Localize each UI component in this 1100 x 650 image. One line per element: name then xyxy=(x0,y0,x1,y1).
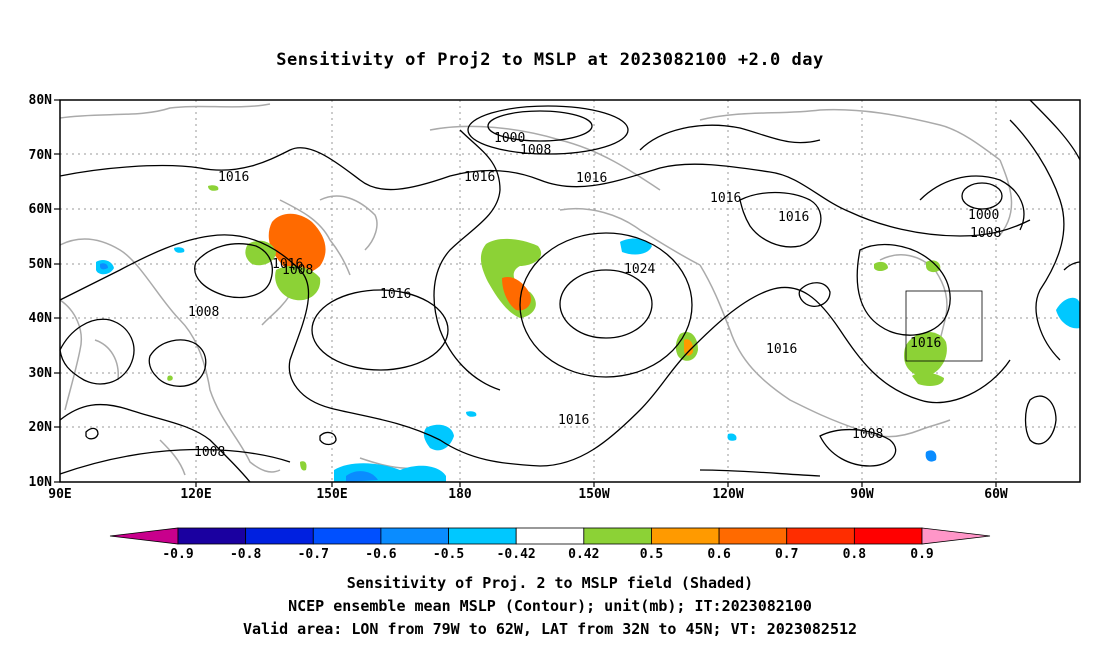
shade-positive xyxy=(245,240,276,266)
colorbar-tick-label: -0.5 xyxy=(433,547,464,562)
colorbar-cell xyxy=(853,527,923,545)
shade-negative xyxy=(727,433,737,441)
shade-negative xyxy=(620,238,652,255)
colorbar-cell xyxy=(245,527,314,545)
shade-positive xyxy=(684,339,694,356)
colorbar-arrow-low xyxy=(109,527,179,545)
contour-label: 1008 xyxy=(188,305,219,320)
shade-negative xyxy=(346,471,378,482)
lat-tick-label: 30N xyxy=(29,366,53,381)
colorbar-cell xyxy=(786,527,855,545)
contour-label: 1008 xyxy=(970,226,1001,241)
colorbar-labels: -0.9 -0.8 -0.7 -0.6 -0.5 -0.42 0.42 0.5 0.6 0.7 0.… xyxy=(162,547,933,562)
lon-tick-label: 180 xyxy=(448,487,472,502)
colorbar-cell xyxy=(177,527,247,545)
coastlines xyxy=(59,103,1013,476)
contour-label: 1016 xyxy=(464,170,495,185)
contour-label: 1016 xyxy=(910,336,941,351)
caption-line-3: Valid area: LON from 79W to 62W, LAT fro… xyxy=(242,620,858,638)
mslp-contours xyxy=(59,99,1081,483)
lon-axis: 90E 120E 150E 180 150W 120W 90W 60W xyxy=(48,487,1008,502)
map-frame xyxy=(59,99,1081,483)
shade-negative xyxy=(100,263,108,270)
lat-tick-label: 10N xyxy=(29,475,53,490)
caption-line-1: Sensitivity of Proj. 2 to MSLP field (Sh… xyxy=(346,574,754,592)
contour-labels: 1000 1008 1016 1016 1016 1016 1016 1000 … xyxy=(188,131,1001,460)
lat-tick-label: 80N xyxy=(29,93,53,108)
lat-tick-label: 40N xyxy=(29,311,53,326)
contour-label: 1008 xyxy=(282,263,313,278)
colorbar: -0.9 -0.8 -0.7 -0.6 -0.5 -0.42 0.42 0.5 0.6 0.7 0.… xyxy=(109,527,991,562)
contour-label: 1000 xyxy=(968,208,999,223)
lon-tick-label: 60W xyxy=(984,487,1008,502)
colorbar-cell xyxy=(651,527,720,545)
colorbar-tick-label: 0.42 xyxy=(568,547,599,562)
contour-label: 1016 xyxy=(558,413,589,428)
shade-positive xyxy=(208,185,219,191)
contour-label: 1024 xyxy=(624,262,655,277)
caption-line-2: NCEP ensemble mean MSLP (Contour); unit(… xyxy=(288,597,812,615)
lon-tick-label: 120E xyxy=(180,487,211,502)
colorbar-tick-label: 0.8 xyxy=(843,547,867,562)
lat-tick-label: 50N xyxy=(29,257,53,272)
shade-negative xyxy=(167,375,173,381)
graticule xyxy=(60,100,1080,482)
colorbar-tick-label: 0.6 xyxy=(707,547,731,562)
colorbar-arrow-high xyxy=(921,527,991,545)
contour-label: 1016 xyxy=(272,257,303,272)
lat-ticks xyxy=(54,99,60,483)
contour-label: 1016 xyxy=(380,287,411,302)
lon-tick-label: 120W xyxy=(712,487,743,502)
shade-positive xyxy=(874,261,888,271)
colorbar-tick-label: 0.7 xyxy=(775,547,798,562)
shade-negative xyxy=(174,247,185,253)
shade-negative xyxy=(466,411,477,417)
colorbar-cell xyxy=(583,527,652,545)
shade-positive xyxy=(268,213,326,274)
shade-positive xyxy=(912,372,944,386)
lat-tick-label: 20N xyxy=(29,420,53,435)
colorbar-tick-label: -0.6 xyxy=(365,547,396,562)
contour-label: 1000 xyxy=(494,131,525,146)
shade-negative xyxy=(1056,297,1080,329)
lat-axis: 80N 70N 60N 50N 40N 30N 20N 10N xyxy=(29,93,53,490)
map-panel: 1000 1008 1016 1016 1016 1016 1016 1000 … xyxy=(29,93,1081,502)
lat-tick-label: 70N xyxy=(29,148,53,163)
colorbar-tick-label: -0.8 xyxy=(230,547,261,562)
contour-label: 1016 xyxy=(218,170,249,185)
colorbar-tick-label: 0.5 xyxy=(640,547,663,562)
shade-negative xyxy=(925,450,937,462)
colorbar-tick-label: -0.42 xyxy=(497,547,536,562)
lon-ticks xyxy=(195,482,997,487)
shade-positive xyxy=(926,260,941,273)
colorbar-cell xyxy=(515,527,585,545)
colorbar-tick-label: -0.9 xyxy=(162,547,193,562)
contour-label: 1008 xyxy=(194,445,225,460)
contour-label: 1008 xyxy=(852,427,883,442)
contour-label: 1016 xyxy=(778,210,809,225)
shade-negative xyxy=(300,461,307,471)
valid-area-box xyxy=(905,290,983,362)
colorbar-tick-label: -0.7 xyxy=(298,547,329,562)
colorbar-cell xyxy=(312,527,382,545)
contour-label: 1008 xyxy=(520,143,551,158)
contour-label: 1016 xyxy=(710,191,741,206)
sensitivity-shading xyxy=(96,185,1080,482)
lon-tick-label: 90E xyxy=(48,487,71,502)
shade-positive xyxy=(904,331,947,377)
lon-tick-label: 90W xyxy=(850,487,874,502)
lat-tick-label: 60N xyxy=(29,202,53,217)
contour-label: 1016 xyxy=(576,171,607,186)
colorbar-cell xyxy=(718,527,788,545)
figure-title: Sensitivity of Proj2 to MSLP at 20230821… xyxy=(276,50,824,70)
lon-tick-label: 150W xyxy=(578,487,609,502)
colorbar-cell xyxy=(380,527,449,545)
contour-label: 1016 xyxy=(766,342,797,357)
colorbar-cells xyxy=(109,527,991,545)
colorbar-cell xyxy=(448,527,517,545)
lon-tick-label: 150E xyxy=(316,487,347,502)
colorbar-tick-label: 0.9 xyxy=(910,547,933,562)
